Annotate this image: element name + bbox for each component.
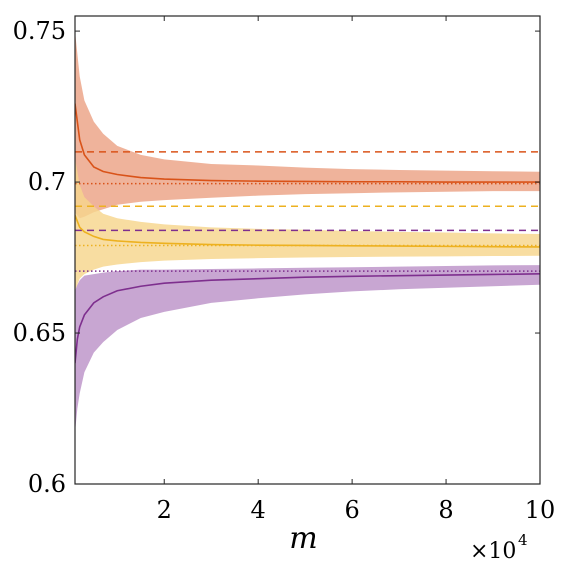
series-purple-band <box>75 265 540 433</box>
x-tick-label: 2 <box>157 496 172 524</box>
x-multiplier-exponent: 4 <box>518 531 528 549</box>
axis-ticks: 2 4 6 8 10 0.6 0.65 0.7 0.75 <box>13 16 556 524</box>
x-axis-label: m <box>289 521 317 556</box>
y-tick-label: 0.7 <box>28 168 66 196</box>
x-tick-label: 4 <box>251 496 266 524</box>
y-tick-label: 0.65 <box>13 319 66 347</box>
x-tick-label: 6 <box>344 496 359 524</box>
axes-box <box>74 15 541 485</box>
x-tick-label: 8 <box>438 496 453 524</box>
x-multiplier-base: ×10 <box>470 539 516 564</box>
x-tick-label: 10 <box>525 496 556 524</box>
series-purple-mean-line <box>75 273 540 364</box>
y-tick-label: 0.6 <box>28 470 66 498</box>
series-yellow-band <box>75 157 540 291</box>
series-yellow-mean-line <box>75 214 540 248</box>
series-orange-band <box>75 31 540 219</box>
plot-area <box>75 31 540 433</box>
series-orange-mean-line <box>75 103 540 183</box>
y-tick-label: 0.75 <box>13 17 66 45</box>
